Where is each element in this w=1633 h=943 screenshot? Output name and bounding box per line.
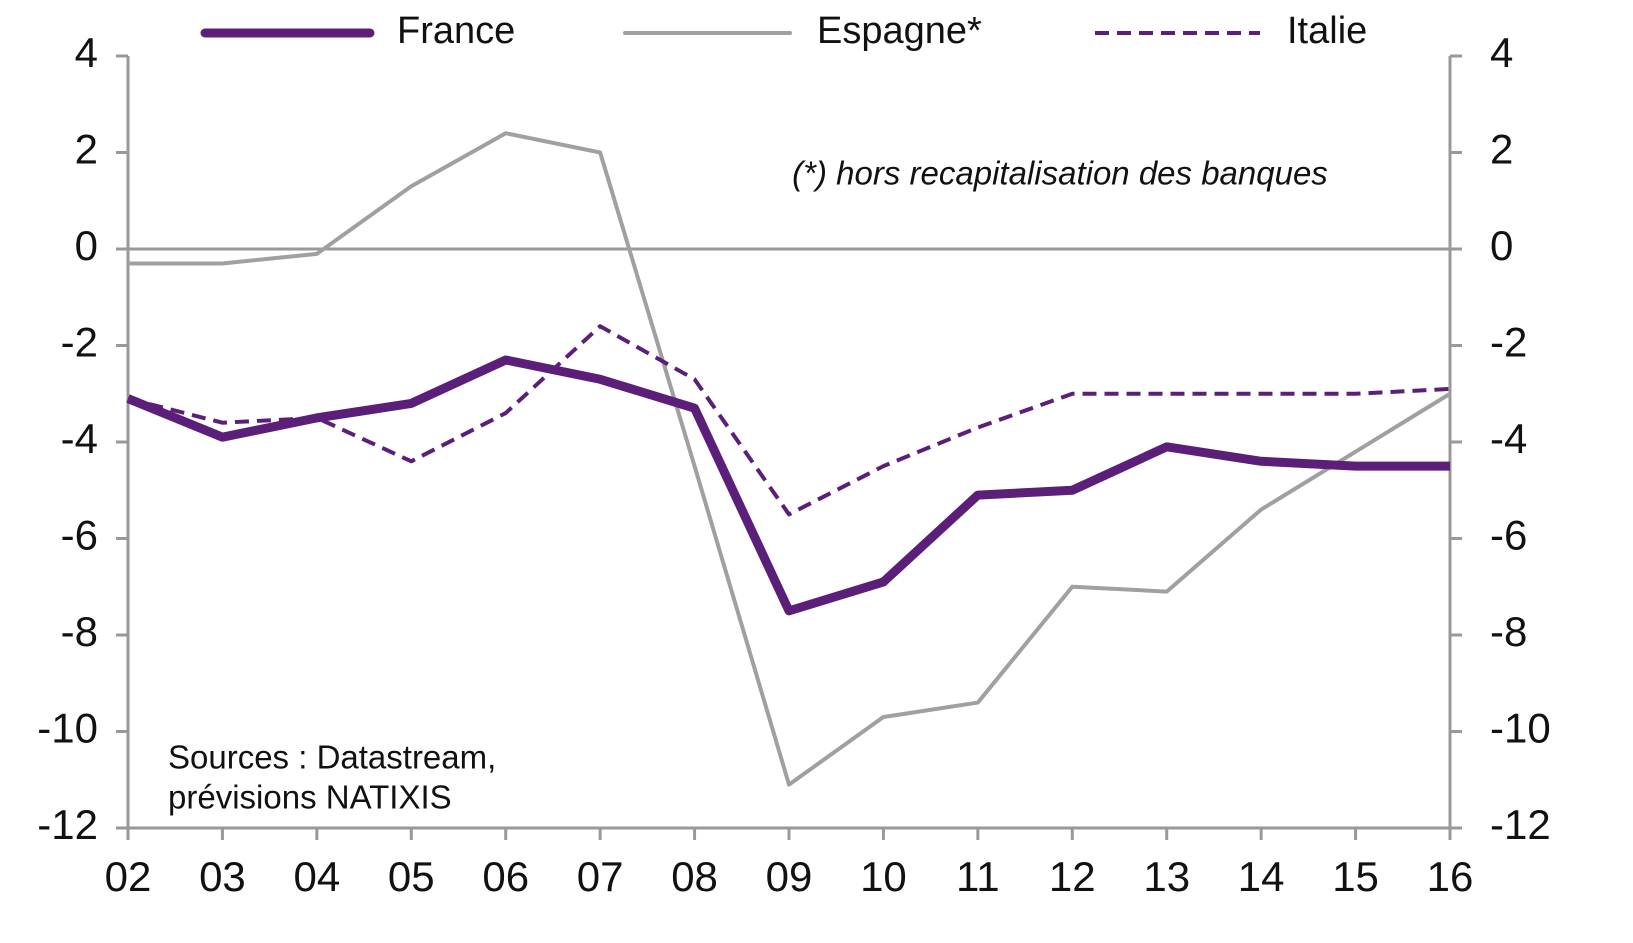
y2-tick-label: -12 [1490,801,1551,848]
x-tick-label: 13 [1143,853,1190,900]
y-tick-label: 0 [75,222,98,269]
legend-label: Espagne* [817,10,982,52]
series-line [127,324,1451,517]
x-tick-label: 08 [671,853,718,900]
y2-tick-label: -6 [1490,512,1527,559]
x-tick-label: 06 [482,853,529,900]
x-tick-label: 07 [577,853,624,900]
x-tick-label: 02 [105,853,152,900]
x-tick-label: 14 [1238,853,1285,900]
y-tick-label: -6 [61,512,98,559]
x-tick-label: 03 [199,853,246,900]
x-tick-label: 05 [388,853,435,900]
y-tick-label: -2 [61,319,98,366]
y-tick-label: -12 [37,801,98,848]
y2-tick-label: 2 [1490,126,1513,173]
x-tick-label: 11 [956,853,1000,900]
x-tick-label: 04 [293,853,340,900]
y2-tick-label: 0 [1490,222,1513,269]
y-tick-label: -10 [37,705,98,752]
x-tick-label: 12 [1049,853,1096,900]
x-tick-label: 16 [1427,853,1474,900]
legend-label: Italie [1287,10,1367,52]
series-line [126,355,1450,616]
x-tick-label: 15 [1332,853,1379,900]
y2-tick-label: -8 [1490,608,1527,655]
sources-line: Sources : Datastream, [168,739,496,776]
y-tick-label: -8 [61,608,98,655]
y-tick-label: 4 [75,29,98,76]
annotation: (*) hors recapitalisation des banques [792,155,1328,192]
y-tick-label: 2 [75,126,98,173]
y2-tick-label: -10 [1490,705,1551,752]
y2-tick-label: -2 [1490,319,1527,366]
y2-tick-label: -4 [1490,415,1527,462]
y-tick-label: -4 [61,415,98,462]
x-tick-label: 10 [860,853,907,900]
series-line [128,131,1452,787]
y2-tick-label: 4 [1490,29,1513,76]
legend-label: France [397,10,515,52]
x-tick-label: 09 [766,853,813,900]
sources-line: prévisions NATIXIS [168,779,452,816]
